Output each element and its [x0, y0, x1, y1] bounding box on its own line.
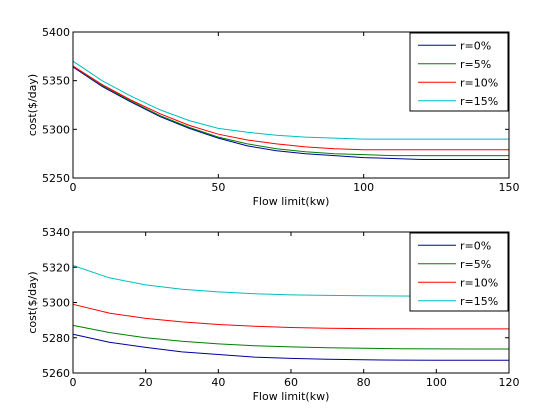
legend-label: r=5% — [460, 58, 491, 71]
series-line-r=15% — [72, 60, 509, 140]
x-tick-label: 40 — [211, 376, 225, 389]
y-tick-label: 5340 — [42, 226, 70, 239]
x-tick-label: 20 — [139, 376, 153, 389]
x-axis-label: Flow limit(kw) — [253, 195, 330, 208]
legend-label: r=10% — [460, 276, 498, 289]
y-tick-label: 5350 — [42, 75, 70, 88]
x-tick-label: 120 — [499, 376, 520, 389]
plot-frame — [72, 31, 510, 179]
x-tick-label: 0 — [70, 376, 77, 389]
chart-bottom: 0 20 40 60 80 100 120 5260 5280 5300 5320 5340 Flow … — [26, 226, 520, 403]
y-tick-label: 5300 — [42, 297, 70, 310]
legend-label: r=5% — [460, 258, 491, 271]
x-tick-label: 80 — [357, 376, 371, 389]
series-line-r=5% — [72, 324, 509, 350]
series-line-r=10% — [72, 303, 509, 330]
y-axis-label: cost($/day) — [26, 74, 39, 136]
y-tick-label: 5400 — [42, 26, 70, 39]
series-line-r=5% — [72, 65, 509, 157]
legend-label: r=0% — [460, 239, 491, 252]
y-tick-label: 5280 — [42, 332, 70, 345]
y-tick-label: 5250 — [42, 172, 70, 185]
x-tick-label: 0 — [70, 181, 77, 194]
y-axis-label: cost($/day) — [26, 271, 39, 333]
series-line-r=10% — [72, 65, 509, 151]
legend-box — [409, 32, 509, 112]
x-tick-label: 50 — [211, 181, 225, 194]
legend-label: r=10% — [460, 76, 498, 89]
x-tick-label: 100 — [426, 376, 447, 389]
legend-label: r=0% — [460, 39, 491, 52]
y-tick-label: 5320 — [42, 261, 70, 274]
series-line-r=0% — [72, 333, 509, 361]
x-axis-label: Flow limit(kw) — [253, 390, 330, 403]
legend-label: r=15% — [460, 95, 498, 108]
series-line-r=0% — [72, 66, 509, 160]
legend-box — [409, 232, 509, 312]
chart-top: 0 50 100 150 5250 5300 5350 5400 Flow limit(kw) c… — [26, 26, 520, 208]
y-tick-label: 5260 — [42, 367, 70, 380]
x-tick-label: 150 — [499, 181, 520, 194]
legend-label: r=15% — [460, 295, 498, 308]
x-tick-label: 100 — [353, 181, 374, 194]
x-tick-label: 60 — [284, 376, 298, 389]
y-tick-label: 5300 — [42, 123, 70, 136]
